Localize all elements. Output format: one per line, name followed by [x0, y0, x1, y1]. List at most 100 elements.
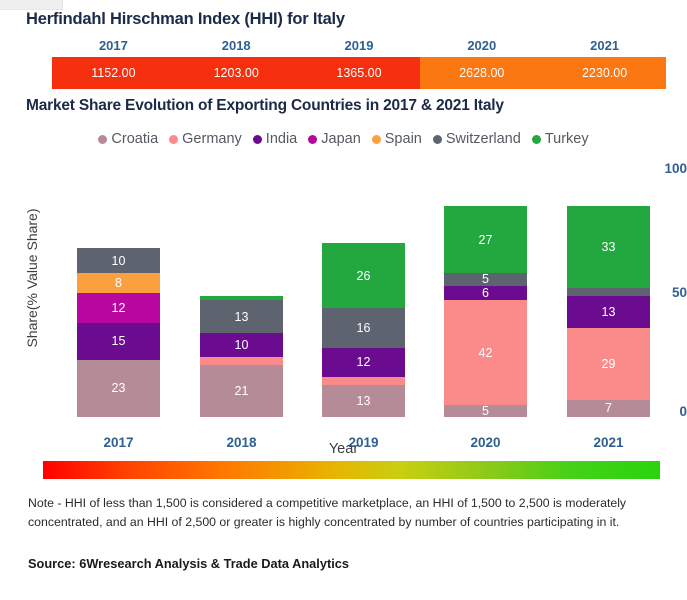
- bar-segment-spain-2017[interactable]: 8: [77, 273, 160, 294]
- plot-area: Share(% Value Share) 100 50 0 23 15 12 8 10 2…: [0, 155, 687, 457]
- hhi-year-2018: 2018: [221, 38, 251, 53]
- bar-segment-value: 7: [605, 401, 612, 416]
- bar-segment-value: 21: [234, 383, 249, 398]
- legend-item-spain[interactable]: Spain: [371, 131, 422, 147]
- bar-group-2021[interactable]: 7 29 13 33: [567, 206, 650, 417]
- bar-segment-switzerland-2021[interactable]: [567, 288, 650, 296]
- x-tick-2021: 2021: [593, 435, 624, 450]
- bar-group-2019[interactable]: 13 12 16 26: [322, 243, 405, 417]
- bar-segment-turkey-2019[interactable]: 26: [322, 243, 405, 308]
- chart-legend: Croatia Germany India Japan Spain Switzerland…: [0, 131, 687, 147]
- legend-label: India: [265, 131, 298, 147]
- hhi-value-2019: 1365.00: [297, 57, 421, 89]
- bar-group-2018[interactable]: 21 10 13: [200, 295, 283, 417]
- legend-item-germany[interactable]: Germany: [169, 131, 242, 147]
- bar-segment-turkey-2021[interactable]: 33: [567, 206, 650, 289]
- bar-segment-value: 10: [234, 338, 249, 353]
- footer-source: Source: 6Wresearch Analysis & Trade Data…: [28, 556, 350, 571]
- y-tick-50: 50: [671, 285, 687, 300]
- hhi-title: Herfindahl Hirschman Index (HHI) for Ita…: [26, 10, 345, 28]
- hhi-value-2021: 2230.00: [543, 57, 666, 89]
- bar-segment-value: 6: [482, 286, 489, 301]
- bar-segment-value: 5: [482, 403, 489, 418]
- bar-segment-value: 33: [601, 240, 616, 255]
- bar-segment-value: 8: [115, 276, 122, 291]
- legend-item-japan[interactable]: Japan: [308, 131, 361, 147]
- legend-label: Germany: [182, 131, 242, 147]
- y-tick-100: 100: [664, 161, 687, 176]
- bar-segment-india-2019[interactable]: 12: [322, 347, 405, 378]
- bar-segment-value: 29: [601, 356, 616, 371]
- bar-segment-india-2018[interactable]: 10: [200, 332, 283, 358]
- bar-segment-value: 12: [111, 300, 126, 315]
- legend-label: Japan: [321, 131, 361, 147]
- legend-swatch-icon: [169, 134, 179, 144]
- bar-segment-value: 23: [111, 381, 126, 396]
- bar-segment-turkey-2018[interactable]: [200, 295, 283, 301]
- hhi-value-2017: 1152.00: [52, 57, 175, 89]
- window-tab-stub: [0, 0, 63, 10]
- x-tick-2019: 2019: [348, 435, 379, 450]
- hhi-year-2017: 2017: [98, 38, 128, 53]
- bar-segment-india-2017[interactable]: 15: [77, 322, 160, 360]
- bar-segment-turkey-2020[interactable]: 27: [444, 206, 527, 274]
- bar-segment-value: 12: [356, 355, 371, 370]
- bar-segment-switzerland-2017[interactable]: 10: [77, 248, 160, 274]
- bar-segment-germany-2021[interactable]: 29: [567, 327, 650, 400]
- bar-segment-value: 13: [234, 309, 249, 324]
- footer-note: Note - HHI of less than 1,500 is conside…: [28, 496, 627, 530]
- hhi-value-2020: 2628.00: [420, 57, 544, 89]
- bar-segment-value: 13: [356, 393, 371, 408]
- x-axis-label: Year: [328, 441, 359, 457]
- legend-swatch-icon: [98, 134, 108, 144]
- bar-segment-value: 26: [356, 268, 371, 283]
- legend-item-turkey[interactable]: Turkey: [531, 131, 589, 147]
- bar-segment-switzerland-2018[interactable]: 13: [200, 300, 283, 333]
- hhi-value-2018: 1203.00: [174, 57, 298, 89]
- bar-segment-switzerland-2020[interactable]: 5: [444, 272, 527, 287]
- bar-segment-germany-2020[interactable]: 42: [444, 300, 527, 405]
- legend-item-croatia[interactable]: Croatia: [98, 131, 158, 147]
- legend-swatch-icon: [432, 134, 442, 144]
- hhi-year-2019: 2019: [344, 38, 374, 53]
- bar-segment-japan-2017[interactable]: 12: [77, 293, 160, 323]
- bar-segment-india-2020[interactable]: 6: [444, 285, 527, 301]
- bar-segment-germany-2018[interactable]: [200, 357, 283, 365]
- y-tick-0: 0: [679, 404, 687, 419]
- legend-swatch-icon: [252, 134, 262, 144]
- legend-label: Spain: [384, 131, 422, 147]
- bar-segment-value: 10: [111, 253, 126, 268]
- y-axis-label: Share(% Value Share): [24, 208, 40, 348]
- bar-segment-value: 5: [482, 272, 489, 287]
- bar-segment-croatia-2019[interactable]: 13: [322, 384, 405, 417]
- bar-segment-croatia-2021[interactable]: 7: [567, 399, 650, 417]
- x-tick-2018: 2018: [226, 435, 257, 450]
- x-tick-2020: 2020: [470, 435, 501, 450]
- legend-label: Croatia: [111, 131, 159, 147]
- concentration-gradient-bar: [43, 461, 660, 479]
- bar-segment-value: 13: [601, 304, 616, 319]
- bar-segment-switzerland-2019[interactable]: 16: [322, 307, 405, 348]
- bar-segment-croatia-2018[interactable]: 21: [200, 364, 283, 417]
- bar-segment-value: 42: [478, 345, 493, 360]
- legend-item-switzerland[interactable]: Switzerland: [432, 131, 521, 147]
- hhi-year-row: 2017 2018 2019 2020 2021: [52, 38, 666, 53]
- bar-segment-india-2021[interactable]: 13: [567, 295, 650, 328]
- chart-title: Market Share Evolution of Exporting Coun…: [26, 97, 504, 114]
- hhi-value-bar: 1152.00 1203.00 1365.00 2628.00 2230.00: [52, 57, 666, 89]
- bar-segment-germany-2019[interactable]: [322, 377, 405, 385]
- bar-segment-value: 15: [111, 334, 126, 349]
- bar-segment-croatia-2017[interactable]: 23: [77, 359, 160, 417]
- stacked-bars: 23 15 12 8 10 2017 21 10 13 2018 13 12 16 26 2019 5 42 6 5…: [68, 169, 675, 450]
- legend-label: Switzerland: [445, 131, 521, 147]
- bar-group-2020[interactable]: 5 42 6 5 27: [444, 206, 527, 418]
- hhi-year-2020: 2020: [467, 38, 497, 53]
- x-tick-2017: 2017: [103, 435, 134, 450]
- bar-group-2017[interactable]: 23 15 12 8 10: [77, 248, 160, 417]
- legend-swatch-icon: [371, 134, 381, 144]
- hhi-year-2021: 2021: [590, 38, 620, 53]
- legend-item-india[interactable]: India: [252, 131, 298, 147]
- bar-segment-croatia-2020[interactable]: 5: [444, 403, 527, 418]
- legend-label: Turkey: [544, 131, 589, 147]
- legend-swatch-icon: [531, 134, 541, 144]
